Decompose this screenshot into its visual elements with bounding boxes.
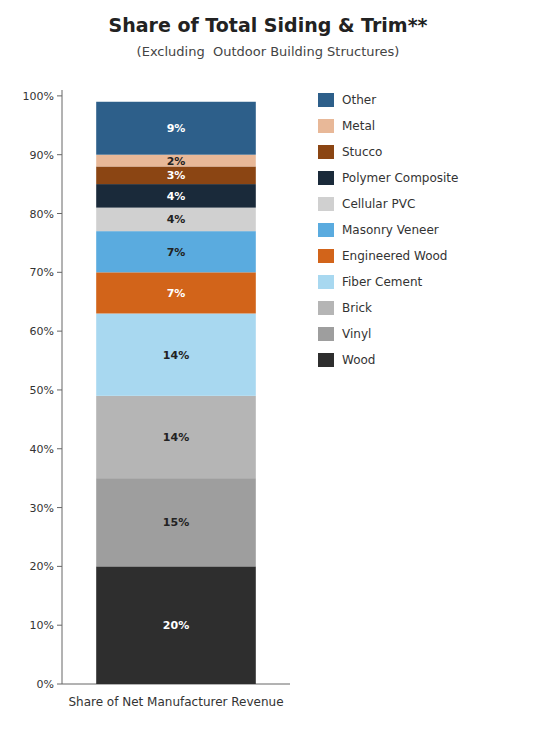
- chart: Share of Total Siding & Trim** (Excluding…: [0, 0, 536, 746]
- y-tick: [57, 625, 62, 626]
- bar-segment: [96, 313, 256, 395]
- bar-segment: [96, 208, 256, 232]
- legend-swatch: [318, 119, 334, 133]
- y-axis: 0% 10% 20% 30% 40% 50% 60% 70% 80% 90% 100%: [23, 90, 62, 691]
- y-tick-label: 80%: [30, 208, 54, 221]
- legend-label: Masonry Veneer: [342, 223, 439, 237]
- legend-swatch: [318, 197, 334, 211]
- data-label: 4%: [167, 190, 186, 203]
- y-tick: [57, 95, 62, 96]
- data-label: 7%: [167, 246, 186, 259]
- y-tick-label: 30%: [30, 502, 54, 515]
- x-axis-label: Share of Net Manufacturer Revenue: [68, 695, 283, 709]
- legend-swatch: [318, 145, 334, 159]
- y-tick-label: 40%: [30, 443, 54, 456]
- data-label: 2%: [167, 155, 186, 168]
- legend-label: Polymer Composite: [342, 171, 458, 185]
- subtitle: (Excluding Outdoor Building Structures): [137, 44, 400, 59]
- data-label: 14%: [163, 431, 189, 444]
- y-tick-label: 100%: [23, 90, 54, 103]
- legend-label: Stucco: [342, 145, 382, 159]
- legend-swatch: [318, 301, 334, 315]
- legend-label: Fiber Cement: [342, 275, 423, 289]
- y-tick: [57, 213, 62, 214]
- bar-segment: [96, 184, 256, 208]
- y-tick: [57, 566, 62, 567]
- bar-segment: [96, 566, 256, 684]
- y-tick: [57, 684, 62, 685]
- legend-label: Wood: [342, 353, 375, 367]
- y-tick: [57, 507, 62, 508]
- legend-swatch: [318, 275, 334, 289]
- data-label: 20%: [163, 619, 189, 632]
- data-label: 14%: [163, 349, 189, 362]
- legend: Other Metal Stucco Polymer Composite Cellula…: [318, 93, 458, 367]
- bar-segment: [96, 231, 256, 272]
- y-tick-label: 70%: [30, 266, 54, 279]
- y-tick-label: 50%: [30, 384, 54, 397]
- legend-label: Vinyl: [342, 327, 371, 341]
- y-axis-line: [62, 90, 63, 684]
- y-tick-label: 90%: [30, 149, 54, 162]
- legend-label: Brick: [342, 301, 372, 315]
- y-tick-label: 60%: [30, 325, 54, 338]
- bars: [96, 102, 256, 684]
- y-tick: [57, 331, 62, 332]
- data-label: 7%: [167, 287, 186, 300]
- data-label: 15%: [163, 516, 189, 529]
- data-labels: 20% 15% 14% 14% 7% 7% 4% 4% 3%2% 9%: [163, 122, 189, 632]
- legend-label: Cellular PVC: [342, 197, 415, 211]
- data-label: 4%: [167, 213, 186, 226]
- bar-segment: [96, 102, 256, 155]
- data-label: 3%: [167, 169, 186, 182]
- y-tick-label: 10%: [30, 619, 54, 632]
- legend-label: Metal: [342, 119, 375, 133]
- y-tick-label: 0%: [37, 678, 54, 691]
- y-tick-label: 20%: [30, 560, 54, 573]
- legend-swatch: [318, 327, 334, 341]
- bar-segment: [96, 396, 256, 478]
- bar-segment: [96, 272, 256, 313]
- legend-label: Engineered Wood: [342, 249, 447, 263]
- y-tick: [57, 154, 62, 155]
- y-tick: [57, 389, 62, 390]
- y-tick: [57, 448, 62, 449]
- legend-swatch: [318, 171, 334, 185]
- title: Share of Total Siding & Trim**: [108, 14, 427, 36]
- legend-swatch: [318, 93, 334, 107]
- legend-swatch: [318, 249, 334, 263]
- y-tick: [57, 272, 62, 273]
- bar-segment: [96, 166, 256, 184]
- legend-label: Other: [342, 93, 376, 107]
- bar-segment: [96, 478, 256, 566]
- data-label: 9%: [167, 122, 186, 135]
- legend-swatch: [318, 223, 334, 237]
- legend-swatch: [318, 353, 334, 367]
